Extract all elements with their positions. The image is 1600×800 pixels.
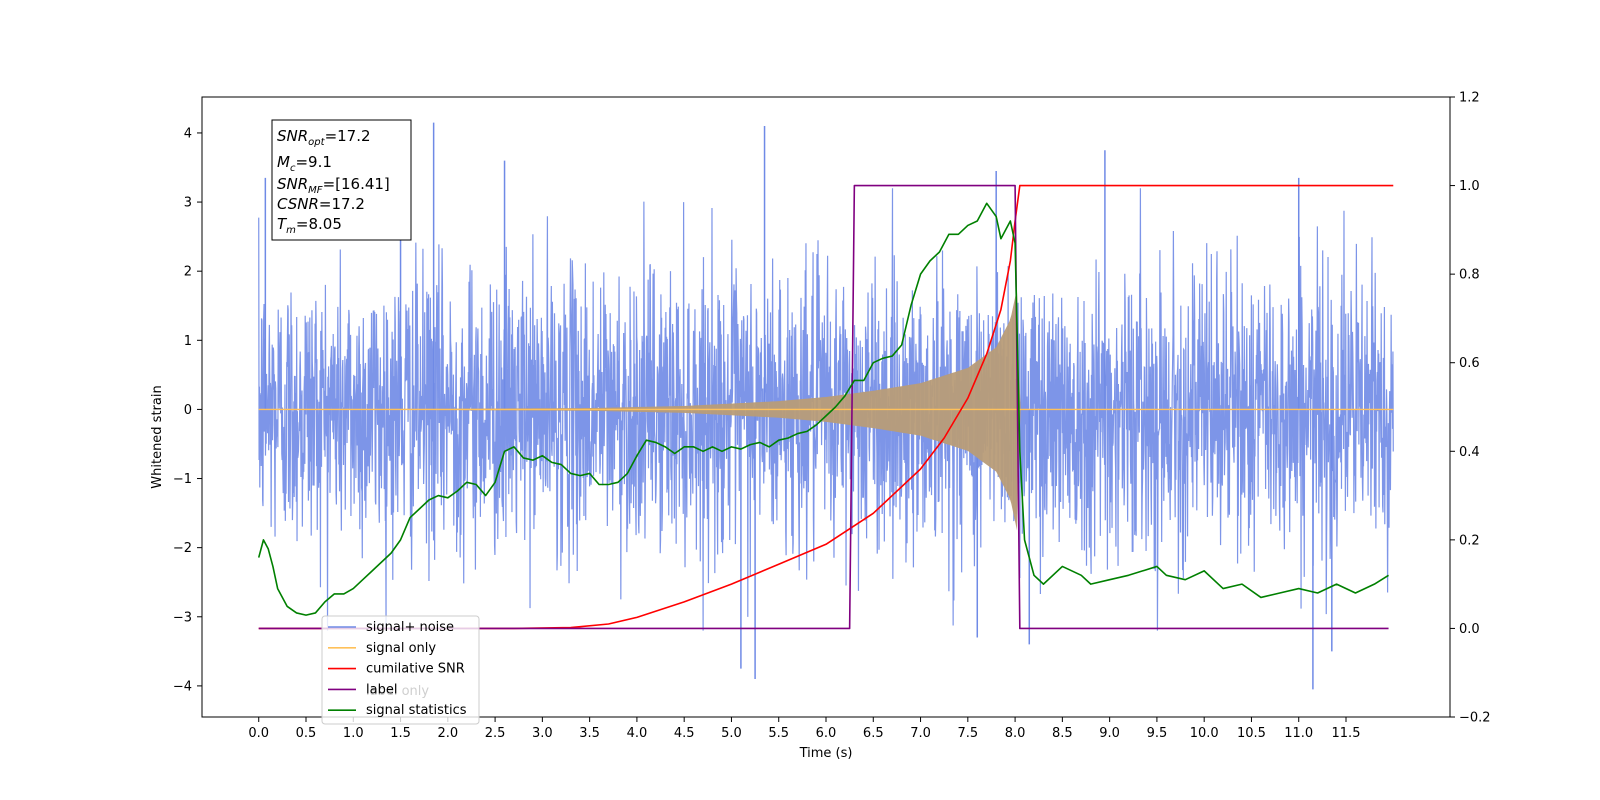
x-tick-label: 10.0 — [1190, 726, 1219, 741]
y-tick-label: 4 — [184, 126, 192, 141]
series-cumilative-snr-line — [258, 184, 1394, 630]
x-tick-label: 1.5 — [390, 726, 411, 741]
info-tm: Tm=8.05 — [277, 215, 342, 236]
x-tick-label: 10.5 — [1237, 726, 1266, 741]
x-tick-label: 4.5 — [674, 726, 695, 741]
legend-label: signal statistics — [366, 703, 467, 718]
y2-tick-label: 0.4 — [1459, 445, 1480, 460]
info-csnr: CSNR=17.2 — [277, 195, 365, 213]
y-tick-label: 0 — [184, 403, 192, 418]
x-tick-label: 8.0 — [1005, 726, 1026, 741]
legend: label only signal+ noise signal only cumil… — [321, 615, 480, 725]
signal-noise-line — [258, 188, 1394, 631]
x-tick-label: 0.0 — [248, 726, 269, 741]
x-tick-label: 11.5 — [1332, 726, 1361, 741]
x-tick-label: 9.0 — [1099, 726, 1120, 741]
series-signal-statistics-line — [257, 202, 1389, 616]
x-tick-label: 5.0 — [721, 726, 742, 741]
x-tick-label: 3.0 — [532, 726, 553, 741]
x-tick-label: 5.5 — [768, 726, 789, 741]
x-axis-label: Time (s) — [799, 746, 853, 761]
y2-tick-label: 0.2 — [1459, 533, 1480, 548]
info-snr-mf: SNRMF=[16.41] — [277, 175, 390, 196]
y2-tick-label: 0.6 — [1459, 356, 1480, 371]
x-tick-label: 1.0 — [343, 726, 364, 741]
y-tick-label: 2 — [184, 265, 192, 280]
y-tick-label: −1 — [173, 472, 192, 487]
series-signal-only — [258, 288, 1394, 531]
x-tick-label: 7.0 — [910, 726, 931, 741]
legend-label: signal only — [366, 641, 436, 656]
y2-tick-label: −0.2 — [1459, 711, 1491, 726]
y-tick-label: −3 — [173, 610, 192, 625]
x-tick-label: 2.5 — [485, 726, 506, 741]
y2-tick-label: 1.0 — [1459, 179, 1480, 194]
series-lines — [257, 184, 1394, 630]
series-signal-noise — [258, 122, 1394, 690]
info-chirp-mass: Mc=9.1 — [277, 153, 332, 174]
y-tick-label: −4 — [173, 679, 192, 694]
info-box: SNRopt=17.2 Mc=9.1 SNRMF=[16.41] CSNR=17… — [271, 119, 412, 241]
y-tick-label: 3 — [184, 196, 192, 211]
y-tick-label: 1 — [184, 334, 192, 349]
y-axis-label: Whitened strain — [150, 385, 165, 488]
x-tick-label: 7.5 — [957, 726, 978, 741]
y2-tick-label: 0.8 — [1459, 268, 1480, 283]
x-tick-label: 6.0 — [816, 726, 837, 741]
x-tick-label: 0.5 — [296, 726, 317, 741]
legend-label: cumilative SNR — [366, 662, 465, 677]
y2-tick-label: 1.2 — [1459, 91, 1480, 106]
info-snr-opt: SNRopt=17.2 — [277, 127, 371, 148]
y-tick-label: −2 — [173, 541, 192, 556]
x-tick-label: 9.5 — [1147, 726, 1168, 741]
x-tick-label: 8.5 — [1052, 726, 1073, 741]
x-tick-label: 4.0 — [627, 726, 648, 741]
y-axis-left: 4 3 2 1 0 −1 −2 −3 −4 — [173, 126, 202, 694]
series-label-line — [258, 184, 1389, 630]
x-tick-label: 11.0 — [1284, 726, 1313, 741]
y-axis-right: 1.2 1.0 0.8 0.6 0.4 0.2 0.0 −0.2 — [1450, 91, 1491, 726]
x-axis: 0.0 0.5 1.0 1.5 2.0 2.5 3.0 3.5 4.0 4.5 5.0 5.5 6.0 6… — [248, 717, 1360, 741]
x-tick-label: 3.5 — [579, 726, 600, 741]
x-tick-label: 2.0 — [437, 726, 458, 741]
legend-label: label — [366, 682, 397, 697]
legend-label: signal+ noise — [366, 620, 454, 635]
x-tick-label: 6.5 — [863, 726, 884, 741]
y2-tick-label: 0.0 — [1459, 622, 1480, 637]
legend-ghost-label: label only — [366, 684, 429, 699]
